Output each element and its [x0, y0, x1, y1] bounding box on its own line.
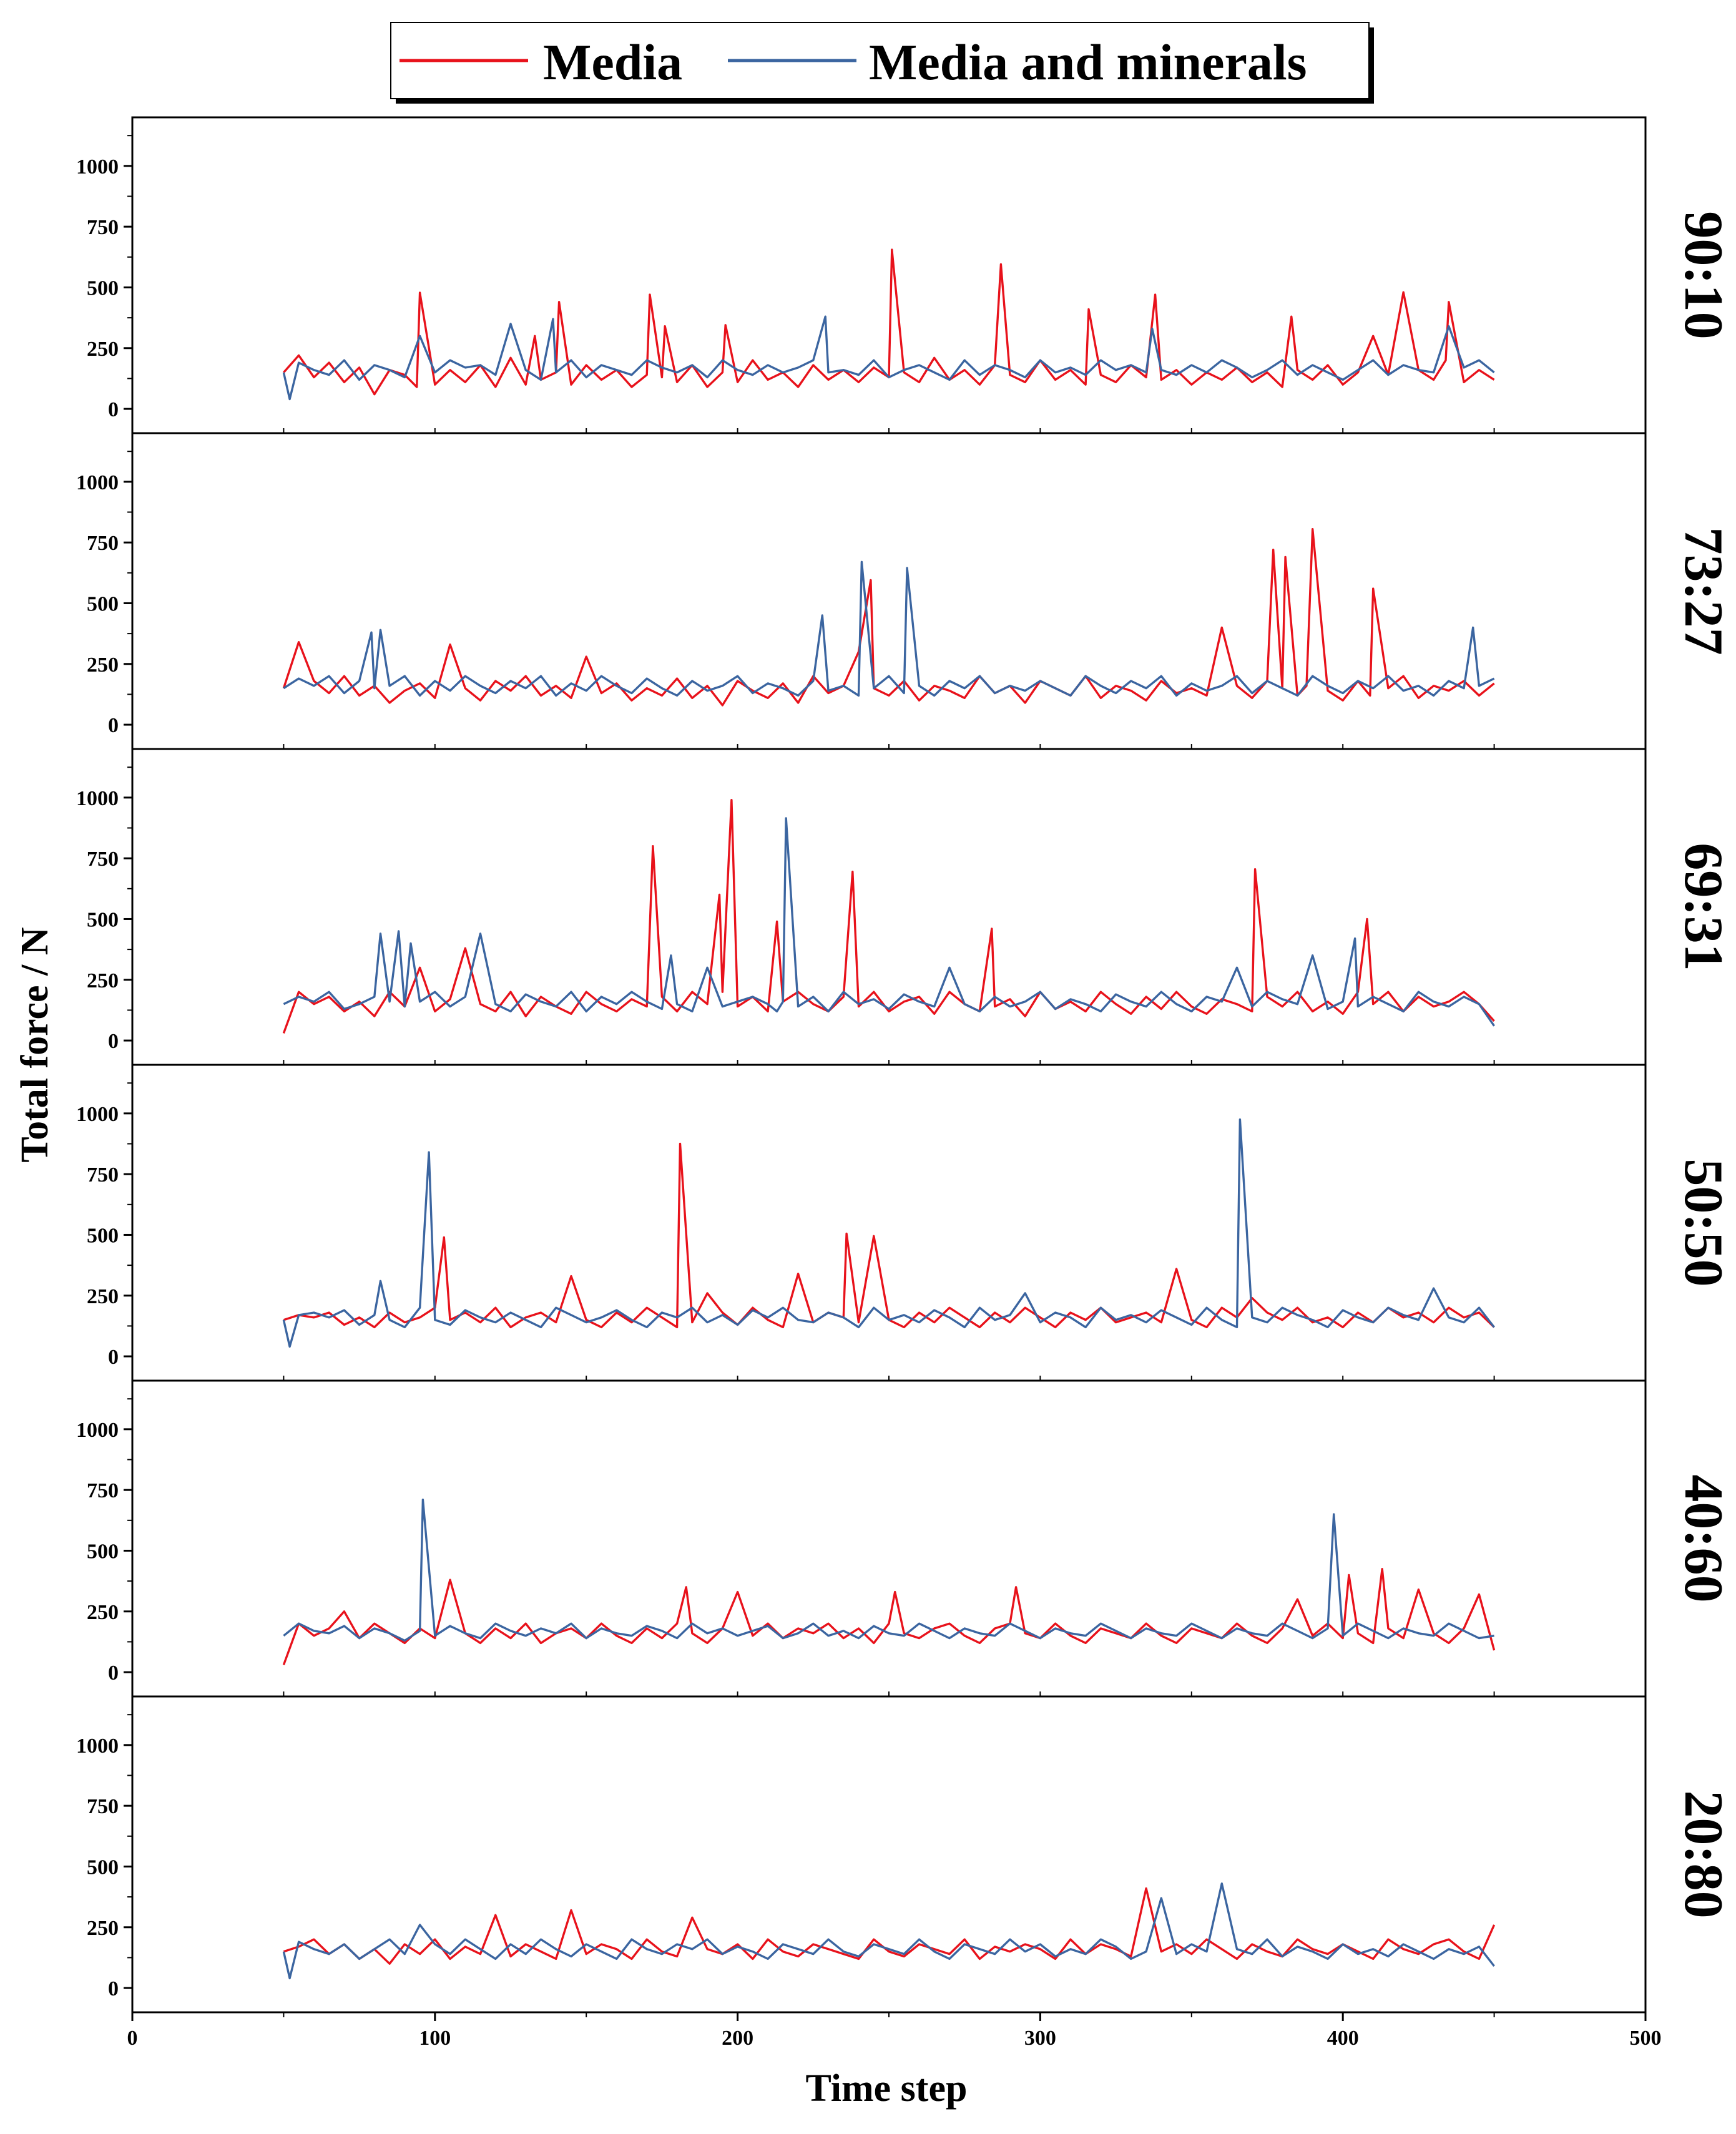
x-tick-label: 300 [1024, 2027, 1056, 2050]
y-tick-label: 750 [87, 1795, 119, 1818]
y-tick-label: 500 [87, 1540, 119, 1563]
y-tick-label: 1000 [76, 787, 119, 810]
y-tick-label: 750 [87, 848, 119, 871]
panel-label-73-27: 73:27 [1673, 527, 1734, 655]
legend-box [390, 22, 1370, 99]
series-line-media-and-minerals-73-27 [283, 560, 1495, 697]
y-tick-label: 750 [87, 216, 119, 239]
y-tick-label: 750 [87, 1163, 119, 1187]
series-line-media-and-minerals-50-50 [282, 1118, 1495, 1348]
legend: Media Media and minerals [390, 22, 1374, 104]
y-tick-label: 0 [108, 1030, 119, 1053]
y-tick-label: 250 [87, 1917, 119, 1940]
panel-label-69-31: 69:31 [1673, 843, 1734, 971]
y-tick-label: 1000 [76, 1419, 119, 1442]
series-line-media-50-50 [283, 1142, 1495, 1329]
panel-label-40-60: 40:60 [1673, 1474, 1734, 1602]
y-tick-label: 500 [87, 592, 119, 615]
y-tick-label: 0 [108, 1346, 119, 1369]
x-tick-label: 200 [722, 2027, 753, 2050]
y-tick-label: 1000 [76, 1103, 119, 1126]
panel-73-27: 0 250 500 750 1000 73:27 [76, 432, 1734, 750]
legend-label-media: Media [543, 34, 682, 91]
y-tick-label: 750 [87, 1479, 119, 1502]
y-tick-label: 250 [87, 653, 119, 677]
y-tick-label: 750 [87, 532, 119, 555]
x-axis: 0 100 200 300 400 500 [127, 428, 1662, 2050]
series-line-media-40-60 [282, 1567, 1496, 1665]
y-axis-title: Total force / N [14, 927, 56, 1162]
series-line-media-and-minerals-69-31 [283, 817, 1495, 1027]
x-tick-label: 100 [419, 2027, 451, 2050]
x-axis-title: Time step [806, 2067, 968, 2110]
y-tick-label: 0 [108, 714, 119, 737]
panel-label-20-80: 20:80 [1673, 1790, 1734, 1918]
y-tick-label: 0 [108, 1977, 119, 2000]
y-tick-label: 250 [87, 1285, 119, 1308]
y-tick-label: 1000 [76, 1735, 119, 1758]
y-tick-label: 1000 [76, 471, 119, 494]
series-line-media-20-80 [283, 1887, 1496, 1965]
x-tick-label: 0 [127, 2027, 138, 2050]
y-tick-label: 500 [87, 277, 119, 300]
y-tick-label: 0 [108, 398, 119, 421]
y-tick-label: 250 [87, 969, 119, 992]
y-tick-label: 1000 [76, 155, 119, 179]
y-tick-label: 250 [87, 1601, 119, 1624]
series-line-media-and-minerals-40-60 [283, 1498, 1494, 1642]
y-tick-label: 500 [87, 908, 119, 931]
y-tick-label: 0 [108, 1662, 119, 1685]
y-tick-label: 250 [87, 338, 119, 361]
y-tick-label: 500 [87, 1224, 119, 1247]
legend-label-media-and-minerals: Media and minerals [869, 34, 1307, 91]
series-line-media-and-minerals-20-80 [282, 1882, 1495, 1980]
panel-label-50-50: 50:50 [1673, 1158, 1734, 1286]
series-line-media-and-minerals-90-10 [282, 315, 1495, 401]
panel-label-90-10: 90:10 [1673, 211, 1734, 339]
x-tick-label: 400 [1327, 2027, 1359, 2050]
x-tick-label: 500 [1630, 2027, 1662, 2050]
y-tick-label: 500 [87, 1856, 119, 1879]
